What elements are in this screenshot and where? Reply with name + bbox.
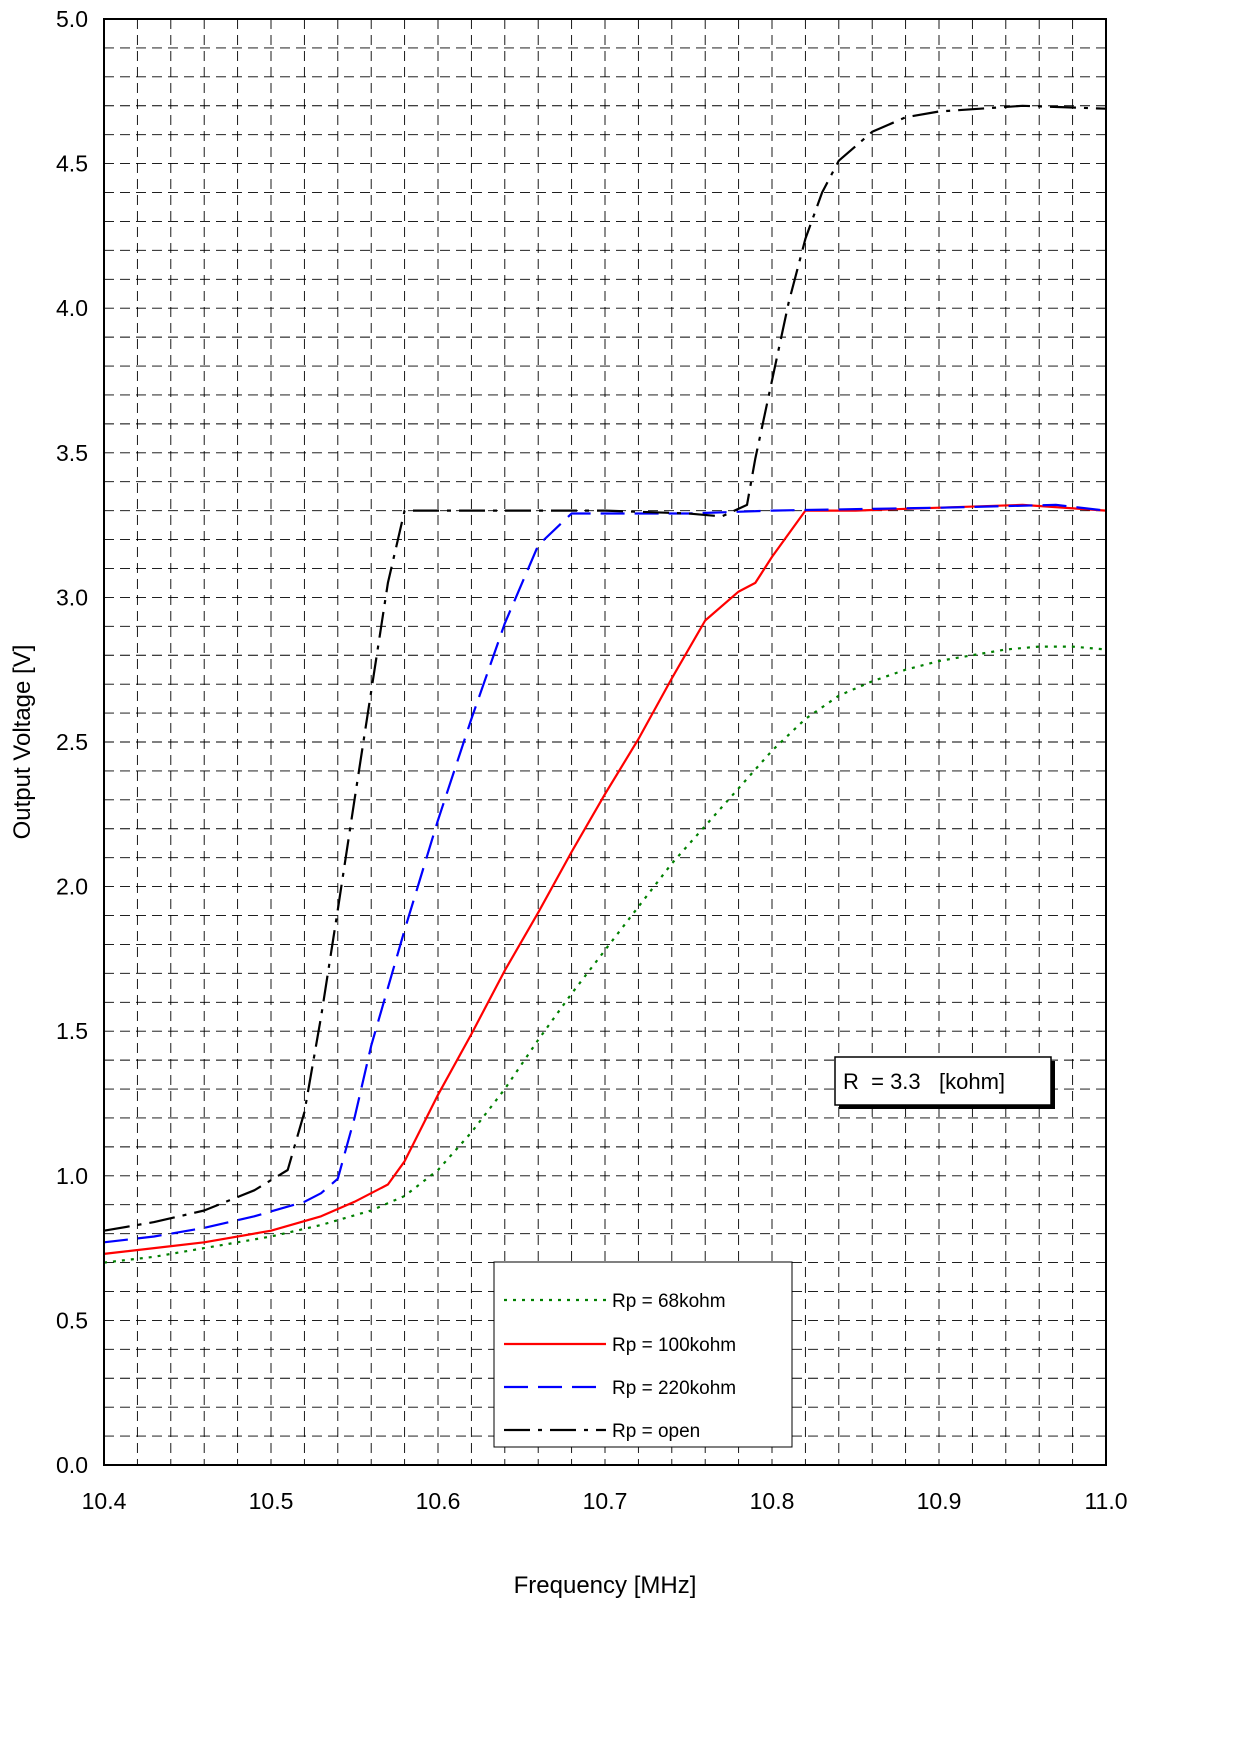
x-tick-label: 11.0	[1084, 1488, 1127, 1514]
y-tick-label: 4.5	[56, 151, 88, 177]
y-tick-label: 0.5	[56, 1307, 88, 1333]
annotation-box: R = 3.3 [kohm]	[834, 1056, 1055, 1109]
x-tick-label: 10.9	[917, 1488, 962, 1514]
x-tick-label: 10.8	[750, 1488, 795, 1514]
series-line-rp-open	[103, 104, 1107, 1232]
y-axis-title: Output Voltage [V]	[9, 645, 36, 840]
annotation-text: R = 3.3 [kohm]	[843, 1069, 1005, 1094]
y-tick-label: 2.0	[56, 874, 88, 900]
y-tick-label: 3.5	[56, 440, 88, 466]
x-tick-label: 10.5	[249, 1488, 294, 1514]
x-axis-title: Frequency [MHz]	[514, 1572, 697, 1599]
x-tick-label: 10.4	[82, 1488, 127, 1514]
legend-label: Rp = open	[612, 1421, 700, 1442]
tick-labels: 0.0 0.5 1.0 1.5 2.0 2.5 3.0 3.5 4.0 4.5 5.0 10.4 10.…	[56, 6, 1128, 1514]
y-tick-label: 3.0	[56, 584, 88, 610]
annotation-frame	[834, 1056, 1052, 1106]
y-tick-label: 1.0	[56, 1163, 88, 1189]
x-tick-label: 10.6	[416, 1488, 461, 1514]
legend: Rp = 68kohm Rp = 100kohm Rp = 220kohm Rp = …	[493, 1261, 793, 1448]
series-line-rp-220kohm	[103, 503, 1107, 1244]
y-tick-label: 2.5	[56, 729, 88, 755]
y-tick-label: 5.0	[56, 6, 88, 32]
legend-label: Rp = 100kohm	[612, 1335, 736, 1356]
plot-frame	[103, 18, 1107, 1466]
x-tick-label: 10.7	[583, 1488, 628, 1514]
legend-label: Rp = 220kohm	[612, 1378, 736, 1399]
grid	[104, 19, 1106, 1465]
legend-label: Rp = 68kohm	[612, 1291, 726, 1312]
legend-items: Rp = 68kohm Rp = 100kohm Rp = 220kohm Rp = …	[504, 1291, 736, 1442]
y-tick-label: 4.0	[56, 295, 88, 321]
series-group	[103, 104, 1107, 1264]
y-tick-label: 1.5	[56, 1018, 88, 1044]
y-tick-label: 0.0	[56, 1452, 88, 1478]
legend-frame	[493, 1261, 793, 1448]
